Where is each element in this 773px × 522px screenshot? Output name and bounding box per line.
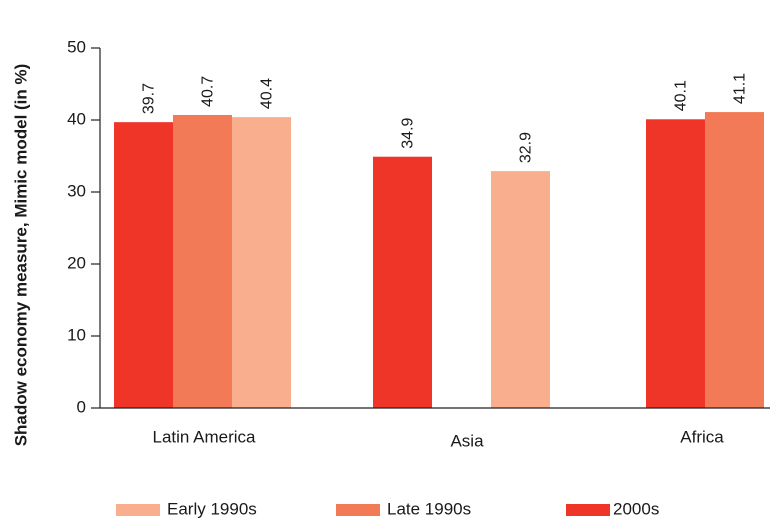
x-axis: Latin America Asia Africa — [100, 407, 770, 450]
x-category-label: Latin America — [153, 427, 257, 446]
legend-swatch — [116, 504, 160, 516]
legend-entry: 2000s — [613, 499, 659, 518]
bar — [232, 117, 291, 409]
y-axis: 0 10 20 30 40 50 — [67, 37, 101, 416]
bar — [491, 171, 550, 408]
data-label: 40.1 — [673, 80, 690, 111]
bar — [646, 119, 705, 408]
legend-entry: Late 1990s — [387, 499, 471, 518]
y-tick-label: 40 — [67, 109, 86, 128]
bar — [373, 156, 432, 408]
y-axis-title: Shadow economy measure, Mimic model (in … — [11, 64, 30, 447]
data-label: 32.9 — [518, 132, 535, 163]
data-label: 40.7 — [200, 76, 217, 107]
data-label: 39.7 — [141, 83, 158, 114]
data-label: 40.4 — [259, 78, 276, 109]
data-labels: 39.7 40.7 40.4 34.9 32.9 40.1 41.1 — [141, 73, 749, 163]
bar — [705, 112, 764, 408]
y-tick-label: 20 — [67, 253, 86, 272]
legend-entry: Early 1990s — [167, 499, 257, 518]
data-label: 34.9 — [400, 117, 417, 148]
legend-swatch — [566, 504, 610, 516]
x-category-label: Africa — [680, 427, 724, 446]
x-category-label: Asia — [450, 431, 484, 450]
legend-swatch — [336, 504, 380, 516]
bar — [173, 114, 232, 409]
y-tick-label: 0 — [77, 397, 86, 416]
bar — [114, 122, 173, 408]
y-tick-label: 10 — [67, 325, 86, 344]
data-label: 41.1 — [732, 73, 749, 104]
y-tick-label: 50 — [67, 37, 86, 56]
y-tick-label: 30 — [67, 181, 86, 200]
legend: Early 1990s Late 1990s 2000s — [116, 499, 659, 518]
bars — [114, 112, 764, 409]
